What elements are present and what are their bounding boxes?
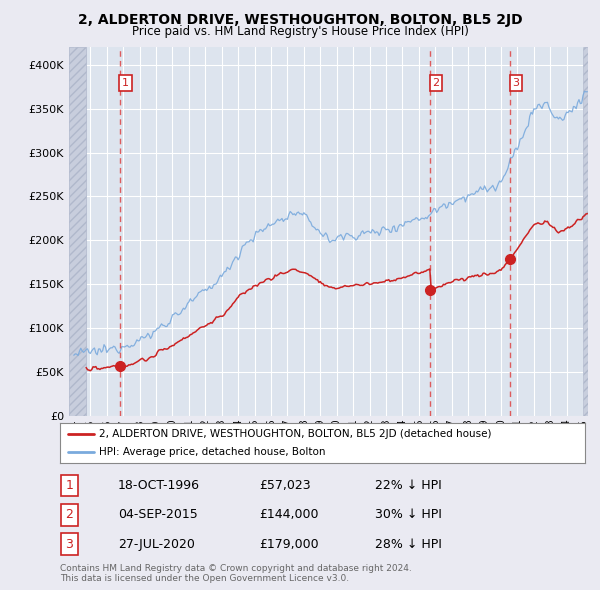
Text: HPI: Average price, detached house, Bolton: HPI: Average price, detached house, Bolt… [100, 447, 326, 457]
Text: £57,023: £57,023 [260, 479, 311, 492]
Text: 3: 3 [512, 78, 520, 88]
Text: 1: 1 [122, 78, 129, 88]
Text: 04-SEP-2015: 04-SEP-2015 [118, 508, 197, 522]
Text: 2: 2 [65, 508, 73, 522]
Text: This data is licensed under the Open Government Licence v3.0.: This data is licensed under the Open Gov… [60, 574, 349, 583]
Text: 27-JUL-2020: 27-JUL-2020 [118, 537, 194, 550]
Text: 18-OCT-1996: 18-OCT-1996 [118, 479, 200, 492]
Bar [583, 47, 588, 416]
Text: 2: 2 [433, 78, 439, 88]
Text: Price paid vs. HM Land Registry's House Price Index (HPI): Price paid vs. HM Land Registry's House … [131, 25, 469, 38]
Text: 2, ALDERTON DRIVE, WESTHOUGHTON, BOLTON, BL5 2JD (detached house): 2, ALDERTON DRIVE, WESTHOUGHTON, BOLTON,… [100, 429, 492, 439]
Text: £179,000: £179,000 [260, 537, 319, 550]
Text: £144,000: £144,000 [260, 508, 319, 522]
Text: 2, ALDERTON DRIVE, WESTHOUGHTON, BOLTON, BL5 2JD: 2, ALDERTON DRIVE, WESTHOUGHTON, BOLTON,… [77, 13, 523, 27]
Bar [69, 47, 86, 416]
Text: 22% ↓ HPI: 22% ↓ HPI [375, 479, 442, 492]
Text: 1: 1 [65, 479, 73, 492]
Text: Contains HM Land Registry data © Crown copyright and database right 2024.: Contains HM Land Registry data © Crown c… [60, 563, 412, 572]
Text: 30% ↓ HPI: 30% ↓ HPI [375, 508, 442, 522]
Text: 28% ↓ HPI: 28% ↓ HPI [375, 537, 442, 550]
Text: 3: 3 [65, 537, 73, 550]
